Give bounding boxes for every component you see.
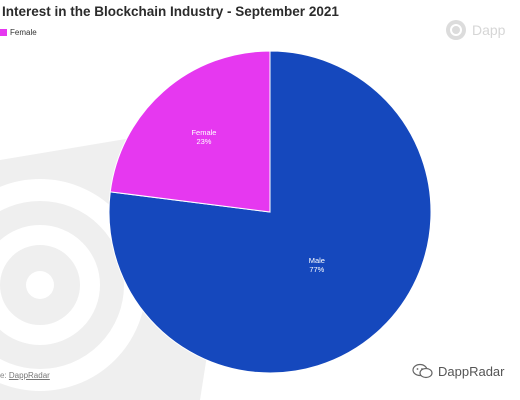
chart-title: Interest in the Blockchain Industry - Se…: [2, 4, 339, 19]
pie-slice-female[interactable]: [109, 50, 271, 213]
source-link[interactable]: DappRadar: [8, 371, 50, 380]
wechat-footer-watermark: DappRadar: [412, 363, 505, 379]
watermark-top-text: Dapp: [472, 22, 506, 38]
legend-swatch-female: [0, 29, 7, 36]
footer-watermark-text: DappRadar: [438, 363, 505, 379]
legend-label-female: Female: [10, 28, 37, 37]
slice-label-male: Male: [309, 256, 325, 265]
source-credit: e: DappRadar: [0, 371, 50, 380]
dappradar-watermark-top: Dapp: [446, 20, 505, 40]
dappradar-logo-icon: [446, 20, 466, 40]
wechat-icon: [412, 363, 433, 379]
slice-value-female: 23%: [196, 137, 211, 146]
slice-label-female: Female: [191, 128, 216, 137]
legend[interactable]: Female: [0, 28, 37, 37]
source-prefix: e:: [0, 371, 9, 380]
slice-value-male: 77%: [309, 265, 324, 274]
